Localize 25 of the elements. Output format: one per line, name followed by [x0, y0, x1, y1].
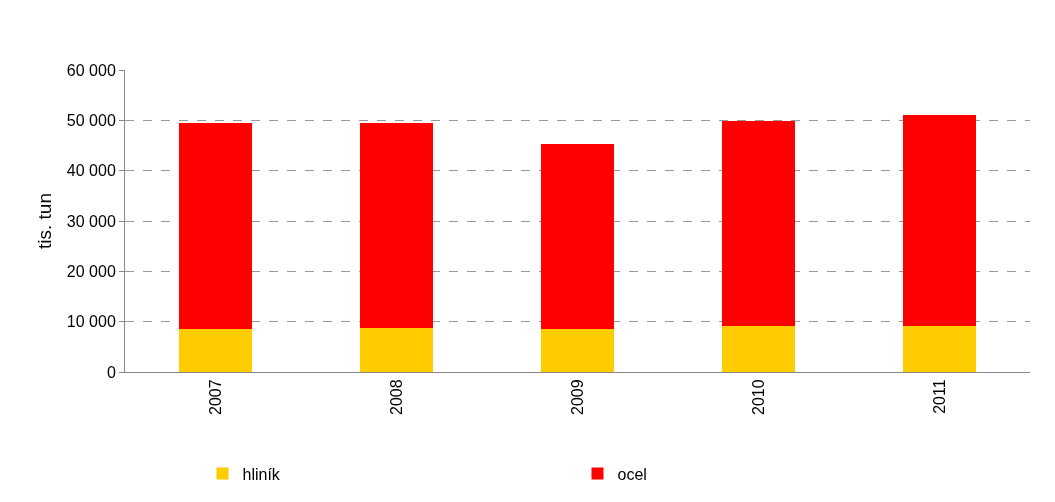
- legend-label: ocel: [617, 465, 647, 483]
- y-tick-label: 50 000: [66, 111, 116, 129]
- bar: [722, 326, 795, 372]
- y-axis-title: tis. tun: [33, 193, 55, 249]
- bar: [541, 143, 614, 330]
- y-tick-label: 30 000: [66, 212, 116, 230]
- y-tick-label: 10 000: [66, 313, 116, 331]
- bar: [903, 326, 976, 372]
- legend-label: hliník: [242, 465, 281, 483]
- bar: [179, 122, 252, 330]
- bar: [541, 329, 614, 372]
- y-tick-label: 40 000: [66, 162, 116, 180]
- x-tick-label: 2009: [568, 379, 586, 415]
- bar: [360, 122, 433, 329]
- x-tick-label: 2010: [749, 379, 767, 415]
- y-tick-label: 20 000: [66, 262, 116, 280]
- bar: [360, 328, 433, 372]
- y-tick-label: 60 000: [66, 61, 116, 79]
- x-tick-label: 2008: [387, 379, 405, 415]
- bar: [179, 329, 252, 372]
- x-tick-label: 2011: [930, 379, 948, 414]
- bar: [903, 114, 976, 327]
- bar: [722, 121, 795, 327]
- y-tick-label: 0: [106, 363, 116, 381]
- x-tick-label: 2007: [206, 379, 224, 415]
